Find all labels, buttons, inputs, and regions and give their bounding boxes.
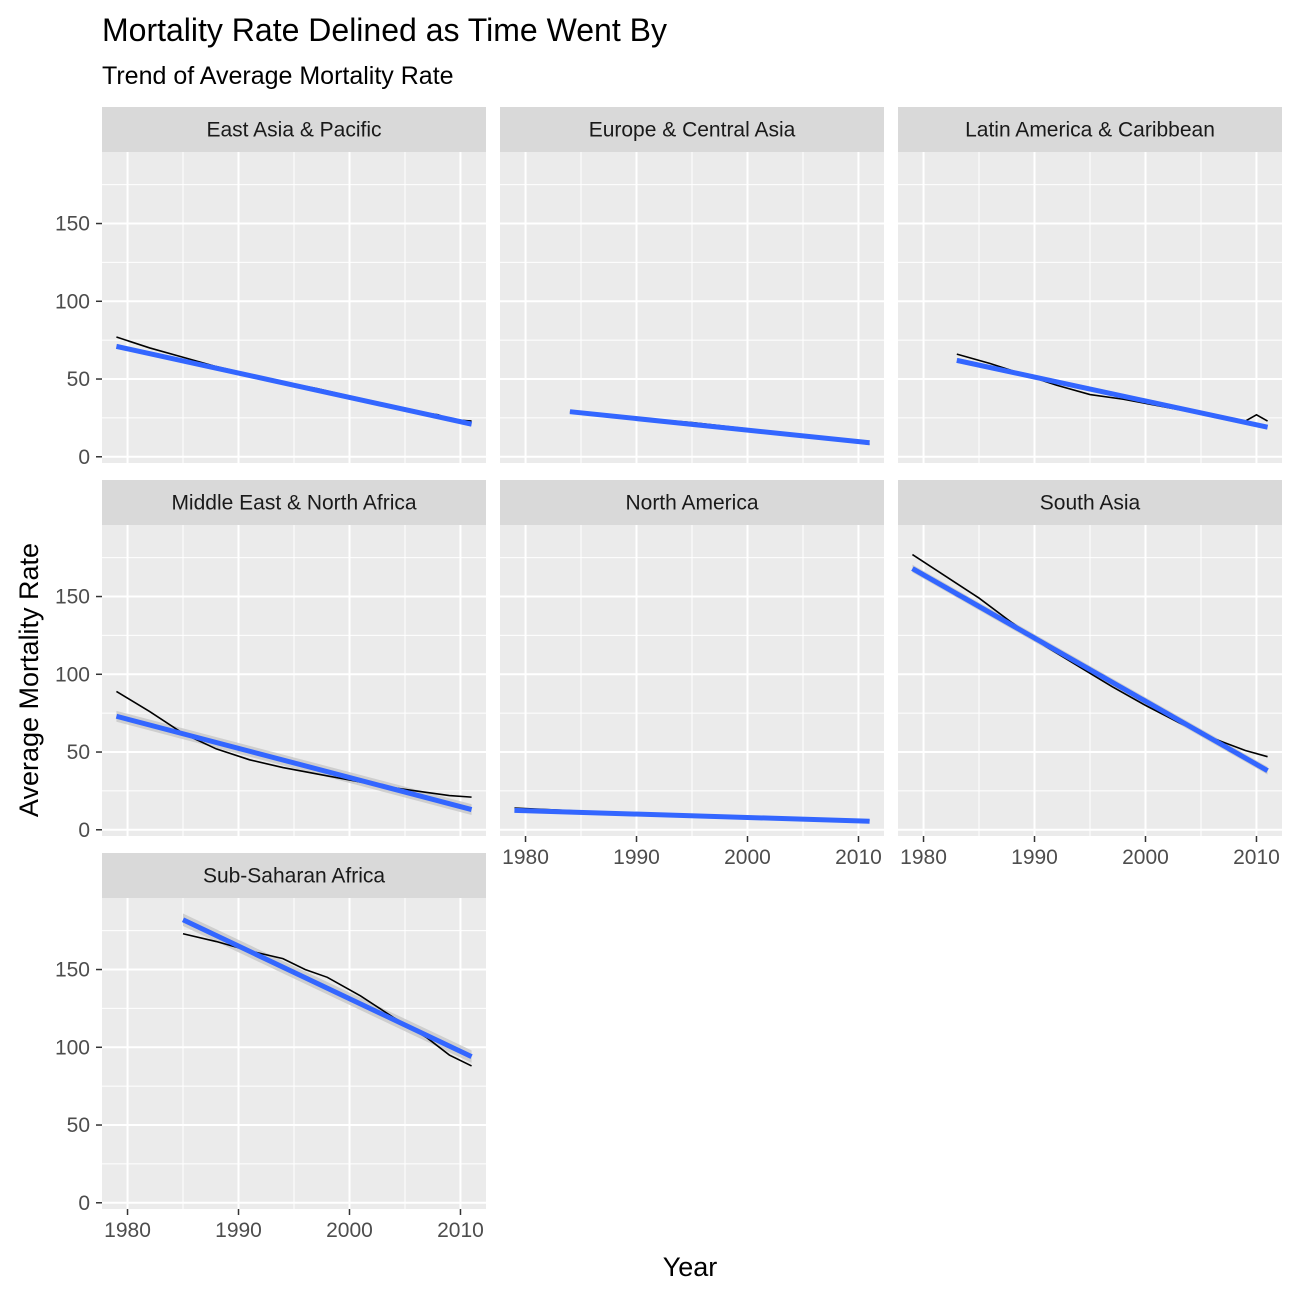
- facet-sub-saharan-africa: Sub-Saharan Africa 0 50 100 150 1980 1990 2000 2…: [55, 853, 486, 1242]
- x-tick-label: 2010: [437, 1219, 484, 1242]
- trend-line: [569, 409, 870, 446]
- facet-strip: [102, 107, 486, 152]
- facet-east-asia-pacific: East Asia & Pacific 0 50 100 150: [55, 107, 486, 469]
- chart-subtitle: Trend of Average Mortality Rate: [102, 62, 454, 90]
- trend-line: [514, 807, 870, 824]
- facet-strip: [898, 480, 1282, 525]
- x-axis-title: Year: [663, 1252, 718, 1282]
- facet-strip: [102, 480, 486, 525]
- y-axis-title: Average Mortality Rate: [14, 543, 44, 817]
- trend-line: [911, 566, 1269, 773]
- facet-latin-america-caribbean: Latin America & Caribbean: [898, 107, 1282, 463]
- facet-strip-label: South Asia: [1040, 492, 1141, 515]
- facet-middle-east-north-africa: Middle East & North Africa 0 50 100 150: [55, 480, 486, 842]
- facet-strip: [500, 480, 884, 525]
- x-tick-label: 2000: [326, 1219, 373, 1242]
- x-tick-label: 1990: [215, 1219, 262, 1242]
- facet-strip-label: Europe & Central Asia: [589, 119, 796, 142]
- x-tick-label: 2010: [1233, 846, 1280, 869]
- y-tick-label: 100: [55, 290, 90, 313]
- y-tick-label: 0: [78, 1192, 90, 1215]
- facet-strip: [898, 107, 1282, 152]
- y-tick-label: 100: [55, 1036, 90, 1059]
- facet-strip-label: Middle East & North Africa: [171, 492, 416, 515]
- x-tick-label: 1980: [104, 1219, 151, 1242]
- x-tick-label: 2010: [835, 846, 882, 869]
- y-tick-label: 150: [55, 586, 90, 609]
- y-tick-label: 150: [55, 959, 90, 982]
- facet-strip: [500, 107, 884, 152]
- facet-strip-label: Latin America & Caribbean: [965, 119, 1215, 142]
- chart-title: Mortality Rate Delined as Time Went By: [102, 12, 667, 48]
- y-tick-label: 50: [67, 1114, 90, 1137]
- trend-line: [181, 917, 473, 1059]
- facet-strip: [102, 853, 486, 898]
- y-tick-label: 150: [55, 213, 90, 236]
- x-tick-label: 2000: [1122, 846, 1169, 869]
- facet-south-asia: South Asia 1980 1990 2000 2010: [898, 480, 1282, 869]
- y-tick-label: 0: [78, 819, 90, 842]
- x-tick-label: 1980: [502, 846, 549, 869]
- x-tick-label: 1980: [900, 846, 947, 869]
- x-tick-label: 2000: [724, 846, 771, 869]
- y-tick-label: 50: [67, 741, 90, 764]
- facet-europe-central-asia: Europe & Central Asia: [500, 107, 884, 463]
- trend-line: [956, 357, 1269, 430]
- facet-strip-label: East Asia & Pacific: [206, 119, 381, 142]
- y-tick-label: 0: [78, 446, 90, 469]
- facet-strip-label: North America: [625, 492, 758, 515]
- trend-line: [115, 713, 473, 812]
- trend-line: [115, 343, 473, 427]
- y-tick-label: 100: [55, 663, 90, 686]
- x-tick-label: 1990: [1011, 846, 1058, 869]
- facet-strip-label: Sub-Saharan Africa: [203, 865, 385, 888]
- facet-panels: East Asia & Pacific 0 50 100 150 Europe & Cen…: [55, 107, 1282, 1242]
- x-tick-label: 1990: [613, 846, 660, 869]
- y-tick-label: 50: [67, 368, 90, 391]
- facet-north-america: North America 1980 1990 2000 2010: [500, 480, 884, 869]
